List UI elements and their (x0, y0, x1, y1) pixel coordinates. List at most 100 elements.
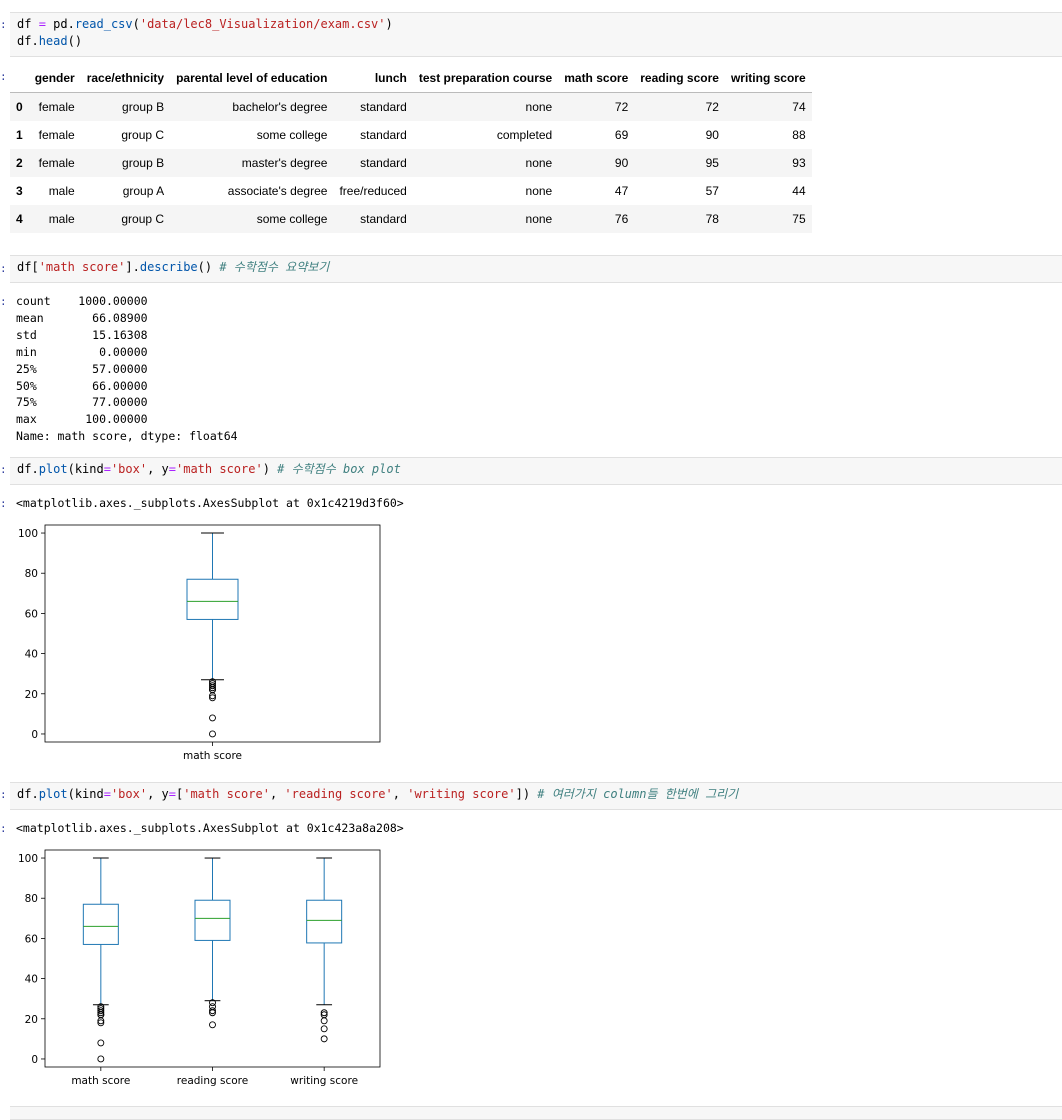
output-prompt: : (0, 497, 7, 510)
table-cell: some college (256, 128, 328, 142)
table-cell: female (38, 100, 75, 114)
table-cell: master's degree (241, 156, 328, 170)
y-tick-label: 100 (18, 528, 38, 540)
code-token: 'reading score' (284, 787, 393, 801)
flier-point (320, 1017, 328, 1025)
y-tick-label: 100 (18, 853, 38, 865)
row-index: 4 (16, 212, 23, 226)
y-tick-label: 80 (25, 568, 38, 580)
box-plot-multi-scores: 0 20 40 60 80 100 math score reading score writi… (18, 849, 381, 1087)
axes-repr: <matplotlib.axes._subplots.AxesSubplot a… (16, 496, 404, 510)
table-cell: standard (360, 156, 407, 170)
table-cell: group A (122, 184, 165, 198)
flier-point (97, 1007, 105, 1015)
flier-point (209, 684, 216, 692)
code-token: read_csv (74, 17, 133, 31)
code-cell-box-plot-multi[interactable]: df.plot(kind='box', y=['math score', 're… (10, 782, 1062, 810)
output-prompt: : (0, 822, 7, 835)
flier-point (209, 1021, 216, 1029)
code-line: df.plot(kind='box', y='math score') # 수학… (17, 461, 1062, 478)
column-header: writing score (724, 64, 812, 93)
code-token: = (38, 17, 46, 31)
y-tick-label: 80 (25, 893, 38, 905)
code-token: , (269, 787, 285, 801)
box (306, 899, 343, 944)
code-cell-empty[interactable] (10, 1106, 1062, 1120)
table-cell: bachelor's degree (232, 100, 328, 114)
row-index: 2 (16, 156, 23, 170)
input-prompt: : (0, 463, 7, 476)
y-tick-label: 40 (25, 649, 38, 661)
axes-repr: <matplotlib.axes._subplots.AxesSubplot a… (16, 821, 404, 835)
code-token: df. (17, 787, 39, 801)
flier-point (97, 1019, 105, 1027)
code-token: 'box' (110, 787, 148, 801)
column-header (10, 64, 29, 93)
code-token: ]. (125, 260, 140, 274)
table-row: 4 male group C some college standard none 76 78… (10, 205, 812, 233)
code-token: df. (17, 462, 39, 476)
code-token: plot (38, 787, 68, 801)
input-prompt: : (0, 18, 7, 31)
row-index: 1 (16, 128, 23, 142)
output-prompt: : (0, 295, 7, 308)
box-plot-math-score: 0 20 40 60 80 100 math score (18, 524, 381, 762)
table-cell: group B (122, 100, 165, 114)
code-token: ]) (515, 787, 538, 801)
y-tick-label: 20 (25, 689, 38, 701)
code-cell-box-plot-math[interactable]: df.plot(kind='box', y='math score') # 수학… (10, 457, 1062, 485)
table-cell: completed (496, 128, 553, 142)
code-token: () (67, 34, 83, 48)
table-cell: none (525, 100, 553, 114)
dataframe-table: gender race/ethnicity parental level of ed… (10, 64, 812, 233)
table-cell: male (48, 212, 75, 226)
column-header: gender (28, 64, 81, 93)
table-row: 0 female group B bachelor's degree standard n… (10, 92, 812, 121)
code-token: , (392, 787, 408, 801)
x-tick-label: math score (71, 1075, 130, 1087)
code-token: 'math score' (183, 787, 270, 801)
code-token: (kind (67, 787, 104, 801)
table-cell: group B (122, 156, 165, 170)
table-cell: female (38, 128, 75, 142)
code-token: plot (38, 462, 68, 476)
x-tick-label: math score (183, 750, 242, 762)
flier-point (320, 1035, 328, 1043)
column-header: math score (558, 64, 635, 93)
y-tick-label: 60 (25, 933, 38, 945)
table-row: 1 female group C some college standard comple… (10, 121, 812, 149)
column-header: parental level of education (170, 64, 334, 93)
x-tick-label: reading score (177, 1075, 248, 1087)
code-cell-describe[interactable]: df['math score'].describe() # 수학점수 요약보기 (10, 255, 1062, 283)
table-cell: 72 (705, 100, 719, 114)
flier-point (209, 1007, 216, 1015)
flier-point (320, 1009, 328, 1017)
input-prompt: : (0, 262, 7, 275)
table-cell: 75 (792, 212, 806, 226)
y-tick-label: 60 (25, 608, 38, 620)
table-cell: 72 (614, 100, 629, 114)
code-line: df.head() (17, 33, 1062, 50)
code-token: = (168, 787, 176, 801)
flier-point (209, 692, 216, 700)
flier-point (209, 694, 216, 702)
code-token: 'math score' (38, 260, 126, 274)
table-row: 2 female group B master's degree standard non… (10, 149, 812, 177)
table-cell: none (525, 184, 553, 198)
code-token: # 여러가지 column들 한번에 그리기 (537, 787, 739, 801)
box (194, 899, 231, 941)
code-token: , y (147, 462, 169, 476)
flier-point (209, 682, 216, 690)
table-cell: 76 (614, 212, 629, 226)
table-cell: 47 (614, 184, 629, 198)
box (186, 578, 239, 620)
code-token: head (38, 34, 68, 48)
code-token: () (197, 260, 220, 274)
code-cell-read-csv[interactable]: df = pd.read_csv('data/lec8_Visualizatio… (10, 12, 1062, 57)
y-tick-label: 40 (25, 974, 38, 986)
code-token: df (17, 17, 39, 31)
flier-point (97, 1055, 105, 1063)
table-cell: 69 (614, 128, 629, 142)
table-cell: standard (360, 212, 407, 226)
table-cell: 57 (705, 184, 719, 198)
